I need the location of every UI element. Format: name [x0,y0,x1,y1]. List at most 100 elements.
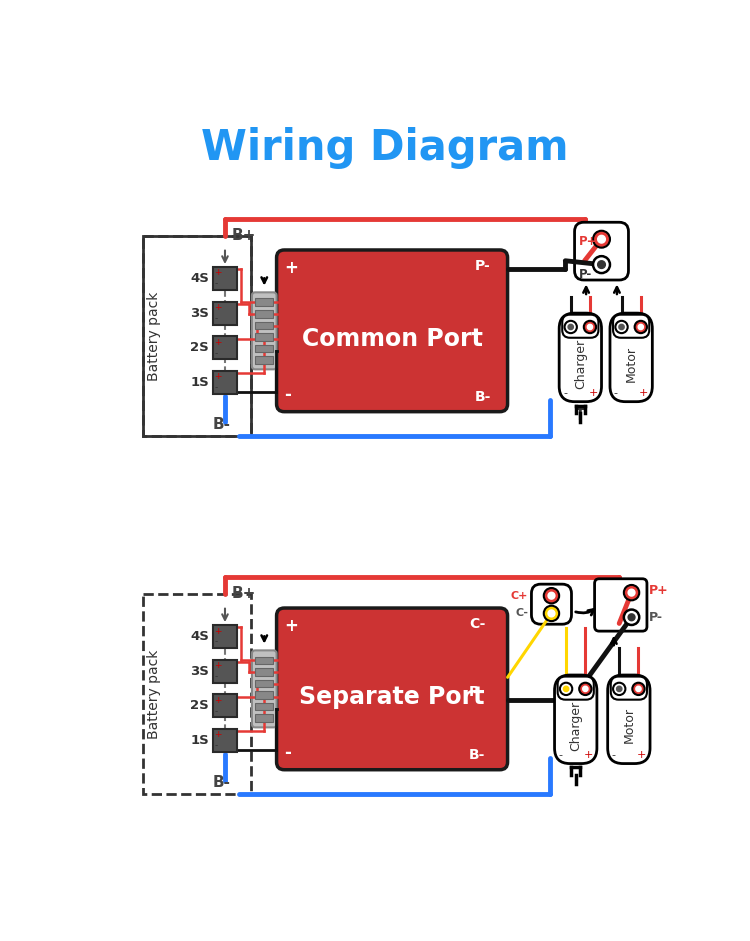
Bar [143,236,251,437]
Bar [213,301,237,325]
Circle shape [615,321,628,333]
Text: -: - [611,750,616,759]
Bar [255,322,274,329]
Text: Battery pack: Battery pack [147,292,161,381]
FancyBboxPatch shape [277,250,508,411]
Circle shape [588,325,592,329]
Text: +: + [214,662,222,670]
Text: 3S: 3S [190,307,209,320]
Text: Separate Port: Separate Port [299,685,484,709]
Text: +: + [588,388,598,398]
Bar [213,729,237,752]
Text: P+: P+ [578,235,597,248]
Text: +: + [214,695,222,705]
Bar [213,267,237,290]
Text: B-: B- [212,417,230,432]
Circle shape [583,687,588,692]
Text: -: - [214,638,217,646]
Text: -: - [214,349,217,358]
FancyBboxPatch shape [595,579,647,631]
Text: -: - [214,672,217,681]
Circle shape [632,683,645,695]
Bar [255,668,274,676]
Circle shape [617,687,622,692]
Text: +: + [214,627,222,635]
Text: +: + [214,373,222,381]
Text: 4S: 4S [190,272,209,285]
Text: +: + [214,730,222,740]
Bar [255,714,274,722]
Circle shape [560,683,572,695]
Text: Charger: Charger [574,339,586,389]
Text: Motor: Motor [625,345,638,381]
Text: 1S: 1S [190,734,209,747]
Text: B+: B+ [231,228,256,243]
Text: -: - [214,742,217,751]
FancyBboxPatch shape [557,677,594,700]
Text: -: - [214,314,217,323]
Circle shape [568,325,573,329]
Circle shape [638,325,643,329]
Text: +: + [284,617,298,635]
Circle shape [636,687,640,692]
Text: P-: P- [578,268,592,281]
Bar [213,660,237,683]
Text: +: + [214,338,222,347]
Text: +: + [584,750,593,759]
Text: -: - [284,386,291,404]
Circle shape [548,593,554,598]
Bar [255,657,274,664]
Text: Charger: Charger [569,700,582,751]
Bar [255,310,274,318]
Text: B-: B- [212,775,230,790]
Text: B+: B+ [231,586,256,601]
Text: -: - [284,744,291,762]
Bar [255,357,274,364]
Bar [255,333,274,341]
Text: 1S: 1S [190,375,209,389]
Text: Wiring Diagram: Wiring Diagram [201,127,568,168]
Circle shape [634,321,647,333]
Bar [255,703,274,710]
Text: +: + [214,303,222,312]
FancyBboxPatch shape [610,313,652,402]
Bar [213,371,237,394]
FancyBboxPatch shape [252,650,277,727]
Circle shape [548,611,554,616]
Text: -: - [214,707,217,716]
Bar [143,594,251,794]
Circle shape [564,687,568,692]
Circle shape [628,590,634,596]
Circle shape [613,683,626,695]
Text: Common Port: Common Port [302,327,482,351]
Circle shape [624,585,639,600]
Circle shape [628,614,634,620]
Circle shape [620,325,624,329]
FancyBboxPatch shape [574,222,628,280]
Text: -: - [214,279,217,289]
FancyBboxPatch shape [554,675,597,763]
Text: C+: C+ [511,591,528,600]
Text: -: - [214,383,217,392]
Text: +: + [214,268,222,278]
Text: 2S: 2S [190,342,209,354]
Text: P-: P- [469,685,484,699]
Text: 4S: 4S [190,630,209,643]
Circle shape [624,610,639,625]
Text: P+: P+ [650,583,669,597]
Circle shape [598,261,605,268]
Text: 3S: 3S [190,664,209,678]
Bar [255,344,274,352]
FancyBboxPatch shape [610,677,647,700]
Bar [213,625,237,648]
FancyBboxPatch shape [560,313,602,402]
Text: Battery pack: Battery pack [147,649,161,739]
Circle shape [544,606,560,621]
Circle shape [544,588,560,603]
Circle shape [598,235,605,243]
FancyBboxPatch shape [277,608,508,770]
Text: P-: P- [650,611,663,624]
Text: -: - [559,750,562,759]
FancyBboxPatch shape [562,314,598,338]
Text: P-: P- [476,259,491,273]
